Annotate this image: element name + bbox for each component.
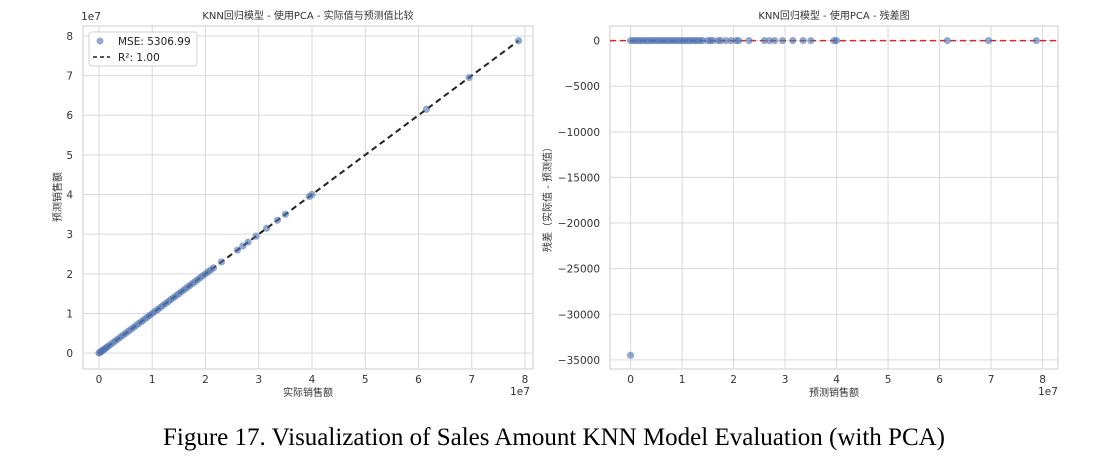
right-points — [626, 36, 1040, 359]
right-y-tick-label: −10000 — [558, 127, 600, 139]
figure-caption: Figure 17. Visualization of Sales Amount… — [163, 424, 945, 451]
right-data-point — [943, 36, 951, 45]
right-data-point — [717, 36, 725, 45]
left-data-point — [217, 258, 226, 266]
residual-chart: 0 1 2 3 4 5 6 7 8 0 −5000 −10000 −15000 −20000 −25000 −… — [541, 9, 1059, 399]
right-data-point — [799, 36, 807, 45]
left-x-tick-label: 2 — [202, 374, 209, 386]
right-data-point — [778, 36, 787, 45]
right-x-exponent: 1e7 — [1038, 386, 1058, 398]
actual-vs-predicted-chart: 0 1 2 3 4 5 6 7 8 0 1 2 3 4 5 6 7 8 KNN回归模型 - 使用PCA - 实际值… — [51, 9, 534, 399]
left-x-tick-label: 8 — [522, 374, 529, 386]
right-y-tick-label: −35000 — [558, 355, 600, 367]
right-x-axis-label: 预测销售额 — [809, 386, 859, 399]
left-data-point — [422, 105, 431, 113]
right-y-tick-label: 0 — [593, 36, 600, 48]
legend-label-r2: R²: 1.00 — [118, 52, 160, 64]
right-y-tick-label: −20000 — [558, 218, 600, 230]
left-x-tick-label: 1 — [149, 374, 156, 386]
left-y-tick-label: 5 — [66, 150, 73, 162]
left-y-tick-label: 7 — [66, 71, 73, 83]
right-x-tick-label: 1 — [679, 374, 686, 386]
left-x-tick-label: 3 — [255, 374, 262, 386]
right-data-point — [709, 36, 717, 45]
right-x-tick-label: 6 — [936, 374, 943, 386]
right-x-tick-label: 0 — [627, 374, 634, 386]
left-data-point — [308, 190, 316, 199]
right-data-point — [722, 36, 730, 45]
right-y-axis-label: 残差（实际值 - 预测值） — [541, 142, 554, 252]
left-x-axis-label: 实际销售额 — [283, 386, 333, 399]
left-y-tick-label: 4 — [66, 190, 73, 202]
right-data-point — [832, 36, 841, 45]
left-x-tick-label: 4 — [309, 374, 316, 386]
legend-box — [88, 31, 198, 67]
right-tick-labels: 0 1 2 3 4 5 6 7 8 0 −5000 −10000 −15000 −20000 −25000 −… — [558, 36, 1046, 386]
legend: MSE: 5306.99 R²: 1.00 — [88, 31, 198, 67]
right-data-point — [984, 36, 993, 45]
left-y-axis-label: 预测销售额 — [51, 172, 64, 222]
left-y-tick-label: 3 — [66, 229, 73, 241]
left-y-tick-label: 2 — [66, 269, 73, 281]
right-x-tick-label: 3 — [782, 374, 789, 386]
left-tick-labels: 0 1 2 3 4 5 6 7 8 0 1 2 3 4 5 6 7 8 — [66, 31, 528, 386]
left-data-point — [252, 232, 260, 240]
right-data-point — [1032, 36, 1040, 45]
right-data-point — [727, 36, 735, 45]
left-gridlines — [83, 26, 533, 369]
right-y-tick-label: −30000 — [558, 309, 600, 321]
left-data-point — [281, 210, 289, 218]
right-data-point — [807, 36, 815, 45]
right-plot-area — [609, 25, 1059, 370]
left-points — [95, 37, 523, 357]
left-data-point — [273, 216, 281, 224]
left-y-tick-label: 1 — [66, 308, 73, 320]
right-data-point — [760, 36, 769, 45]
right-x-tick-label: 8 — [1039, 374, 1046, 386]
right-chart-title: KNN回归模型 - 使用PCA - 残差图 — [758, 9, 909, 22]
right-y-tick-label: −5000 — [564, 81, 600, 93]
left-x-exponent: 1e7 — [510, 386, 530, 398]
left-data-point — [244, 238, 252, 246]
left-data-point — [263, 224, 271, 232]
right-data-point — [789, 36, 797, 45]
left-y-tick-label: 0 — [66, 348, 73, 360]
left-x-tick-label: 6 — [415, 374, 422, 386]
left-chart-title: KNN回归模型 - 使用PCA - 实际值与预测值比较 — [202, 9, 413, 22]
right-x-tick-label: 4 — [833, 374, 840, 386]
right-y-tick-label: −25000 — [558, 264, 600, 276]
left-x-tick-label: 5 — [362, 374, 369, 386]
left-data-point — [515, 37, 523, 45]
right-data-point — [699, 36, 707, 45]
left-x-tick-label: 7 — [468, 374, 475, 386]
right-data-point — [766, 36, 774, 45]
left-x-tick-label: 0 — [96, 374, 103, 386]
right-x-tick-label: 2 — [730, 374, 737, 386]
left-y-tick-label: 6 — [66, 110, 73, 122]
left-data-point — [239, 242, 247, 250]
legend-label-mse: MSE: 5306.99 — [118, 36, 191, 48]
left-y-tick-label: 8 — [66, 31, 73, 43]
left-data-point — [233, 246, 242, 254]
left-data-point — [465, 73, 473, 82]
right-x-tick-label: 5 — [885, 374, 892, 386]
right-x-tick-label: 7 — [988, 374, 995, 386]
legend-marker-mse — [96, 37, 104, 45]
left-data-point — [209, 264, 218, 272]
right-data-point — [745, 36, 753, 45]
right-data-point — [771, 36, 779, 45]
right-y-tick-label: −15000 — [558, 172, 600, 184]
right-data-point — [626, 351, 635, 359]
left-y-exponent: 1e7 — [81, 11, 101, 23]
right-data-point — [735, 36, 743, 45]
